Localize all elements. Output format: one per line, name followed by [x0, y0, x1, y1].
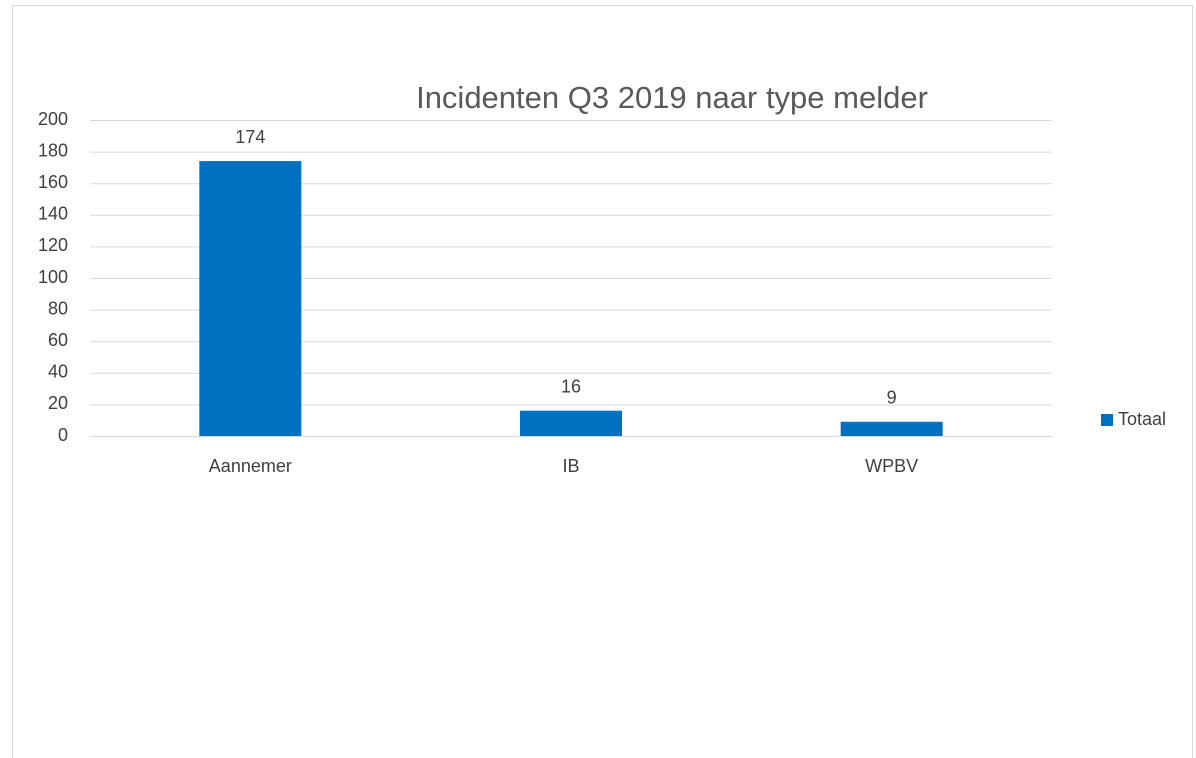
x-tick-label: IB: [562, 456, 579, 476]
y-tick-label: 160: [38, 172, 68, 192]
legend-label: Totaal: [1118, 409, 1166, 429]
y-tick-label: 180: [38, 140, 68, 160]
y-tick-label: 100: [38, 267, 68, 287]
y-tick-label: 40: [48, 362, 68, 382]
data-label: 16: [561, 376, 581, 396]
y-tick-label: 20: [48, 393, 68, 413]
y-tick-label: 80: [48, 298, 68, 318]
data-label: 174: [235, 127, 265, 147]
x-tick-label: Aannemer: [209, 456, 292, 476]
bar: [520, 410, 622, 436]
x-tick-label: WPBV: [865, 456, 918, 476]
bar: [840, 421, 943, 436]
y-tick-label: 60: [48, 330, 68, 350]
y-tick-label: 200: [38, 109, 68, 129]
data-label: 9: [887, 388, 897, 408]
y-tick-label: 0: [58, 425, 68, 445]
chart-border: [12, 5, 1193, 758]
chart-title: Incidenten Q3 2019 naar type melder: [416, 80, 928, 115]
y-tick-label: 140: [38, 204, 68, 224]
legend-swatch: [1101, 414, 1113, 426]
y-tick-label: 120: [38, 235, 68, 255]
bar: [199, 161, 302, 436]
